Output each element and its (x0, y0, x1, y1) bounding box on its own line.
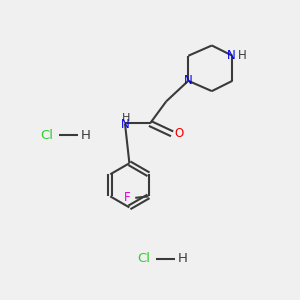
Text: O: O (174, 127, 183, 140)
Text: F: F (124, 191, 130, 204)
Text: H: H (80, 129, 90, 142)
Text: H: H (238, 49, 246, 62)
Text: N: N (226, 49, 235, 62)
Text: Cl: Cl (40, 129, 53, 142)
Text: H: H (122, 113, 130, 123)
Text: N: N (121, 118, 129, 131)
Text: H: H (178, 252, 187, 266)
Text: N: N (184, 74, 193, 87)
Text: Cl: Cl (138, 252, 151, 266)
